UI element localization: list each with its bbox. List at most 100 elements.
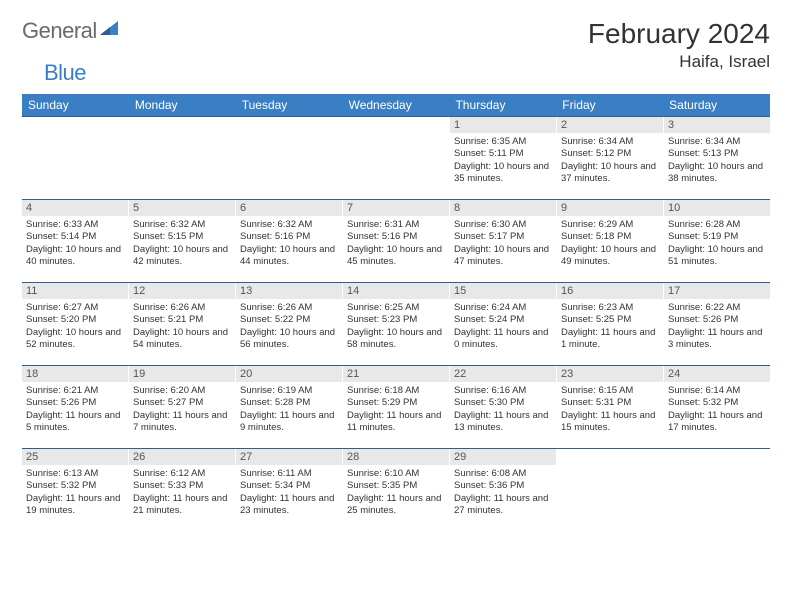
day-number: 26 (129, 449, 235, 465)
sunset-text: Sunset: 5:20 PM (26, 314, 124, 326)
sunset-text: Sunset: 5:27 PM (133, 397, 231, 409)
day-cell (22, 117, 129, 199)
day-number: 20 (236, 366, 342, 382)
sunset-text: Sunset: 5:18 PM (561, 231, 659, 243)
sunrise-text: Sunrise: 6:16 AM (454, 385, 552, 397)
day-body: Sunrise: 6:35 AMSunset: 5:11 PMDaylight:… (450, 133, 556, 188)
day-number: 24 (664, 366, 770, 382)
day-number: 28 (343, 449, 449, 465)
sunset-text: Sunset: 5:16 PM (240, 231, 338, 243)
sunrise-text: Sunrise: 6:31 AM (347, 219, 445, 231)
day-number: 2 (557, 117, 663, 133)
daylight-text: Daylight: 10 hours and 56 minutes. (240, 327, 338, 352)
sunset-text: Sunset: 5:31 PM (561, 397, 659, 409)
sunset-text: Sunset: 5:12 PM (561, 148, 659, 160)
day-number: 14 (343, 283, 449, 299)
day-number: 19 (129, 366, 235, 382)
daylight-text: Daylight: 10 hours and 40 minutes. (26, 244, 124, 269)
sunrise-text: Sunrise: 6:26 AM (133, 302, 231, 314)
day-body: Sunrise: 6:34 AMSunset: 5:13 PMDaylight:… (664, 133, 770, 188)
sunrise-text: Sunrise: 6:11 AM (240, 468, 338, 480)
sunset-text: Sunset: 5:17 PM (454, 231, 552, 243)
sunset-text: Sunset: 5:24 PM (454, 314, 552, 326)
day-body: Sunrise: 6:12 AMSunset: 5:33 PMDaylight:… (129, 465, 235, 520)
day-body: Sunrise: 6:20 AMSunset: 5:27 PMDaylight:… (129, 382, 235, 437)
sunset-text: Sunset: 5:29 PM (347, 397, 445, 409)
week-row: 11Sunrise: 6:27 AMSunset: 5:20 PMDayligh… (22, 282, 770, 365)
dow-row: SundayMondayTuesdayWednesdayThursdayFrid… (22, 94, 770, 116)
sunset-text: Sunset: 5:36 PM (454, 480, 552, 492)
daylight-text: Daylight: 10 hours and 42 minutes. (133, 244, 231, 269)
day-number (22, 117, 128, 121)
sunset-text: Sunset: 5:16 PM (347, 231, 445, 243)
day-cell: 3Sunrise: 6:34 AMSunset: 5:13 PMDaylight… (664, 117, 770, 199)
day-cell: 10Sunrise: 6:28 AMSunset: 5:19 PMDayligh… (664, 200, 770, 282)
day-cell: 15Sunrise: 6:24 AMSunset: 5:24 PMDayligh… (450, 283, 557, 365)
day-body: Sunrise: 6:15 AMSunset: 5:31 PMDaylight:… (557, 382, 663, 437)
daylight-text: Daylight: 11 hours and 5 minutes. (26, 410, 124, 435)
day-body: Sunrise: 6:30 AMSunset: 5:17 PMDaylight:… (450, 216, 556, 271)
logo-text-2: Blue (44, 60, 86, 85)
daylight-text: Daylight: 11 hours and 23 minutes. (240, 493, 338, 518)
sunset-text: Sunset: 5:35 PM (347, 480, 445, 492)
sunrise-text: Sunrise: 6:12 AM (133, 468, 231, 480)
sunrise-text: Sunrise: 6:24 AM (454, 302, 552, 314)
daylight-text: Daylight: 10 hours and 54 minutes. (133, 327, 231, 352)
dow-cell: Tuesday (236, 94, 343, 116)
day-number (129, 117, 235, 121)
day-body: Sunrise: 6:24 AMSunset: 5:24 PMDaylight:… (450, 299, 556, 354)
day-body: Sunrise: 6:25 AMSunset: 5:23 PMDaylight:… (343, 299, 449, 354)
dow-cell: Saturday (663, 94, 770, 116)
daylight-text: Daylight: 11 hours and 9 minutes. (240, 410, 338, 435)
sunrise-text: Sunrise: 6:18 AM (347, 385, 445, 397)
sunrise-text: Sunrise: 6:21 AM (26, 385, 124, 397)
dow-cell: Friday (556, 94, 663, 116)
sunrise-text: Sunrise: 6:34 AM (561, 136, 659, 148)
daylight-text: Daylight: 11 hours and 19 minutes. (26, 493, 124, 518)
day-cell: 18Sunrise: 6:21 AMSunset: 5:26 PMDayligh… (22, 366, 129, 448)
daylight-text: Daylight: 10 hours and 47 minutes. (454, 244, 552, 269)
day-cell: 6Sunrise: 6:32 AMSunset: 5:16 PMDaylight… (236, 200, 343, 282)
day-number: 18 (22, 366, 128, 382)
day-number: 12 (129, 283, 235, 299)
day-number: 13 (236, 283, 342, 299)
sunset-text: Sunset: 5:32 PM (668, 397, 766, 409)
day-number: 21 (343, 366, 449, 382)
day-body: Sunrise: 6:23 AMSunset: 5:25 PMDaylight:… (557, 299, 663, 354)
day-body: Sunrise: 6:22 AMSunset: 5:26 PMDaylight:… (664, 299, 770, 354)
day-number: 3 (664, 117, 770, 133)
day-number (557, 449, 663, 453)
day-cell: 14Sunrise: 6:25 AMSunset: 5:23 PMDayligh… (343, 283, 450, 365)
daylight-text: Daylight: 11 hours and 3 minutes. (668, 327, 766, 352)
day-body: Sunrise: 6:31 AMSunset: 5:16 PMDaylight:… (343, 216, 449, 271)
day-body: Sunrise: 6:27 AMSunset: 5:20 PMDaylight:… (22, 299, 128, 354)
sunrise-text: Sunrise: 6:22 AM (668, 302, 766, 314)
day-cell: 24Sunrise: 6:14 AMSunset: 5:32 PMDayligh… (664, 366, 770, 448)
sunset-text: Sunset: 5:23 PM (347, 314, 445, 326)
month-title: February 2024 (588, 18, 770, 50)
daylight-text: Daylight: 11 hours and 7 minutes. (133, 410, 231, 435)
sunrise-text: Sunrise: 6:33 AM (26, 219, 124, 231)
day-body: Sunrise: 6:21 AMSunset: 5:26 PMDaylight:… (22, 382, 128, 437)
daylight-text: Daylight: 11 hours and 27 minutes. (454, 493, 552, 518)
day-cell: 28Sunrise: 6:10 AMSunset: 5:35 PMDayligh… (343, 449, 450, 531)
daylight-text: Daylight: 11 hours and 11 minutes. (347, 410, 445, 435)
day-cell: 22Sunrise: 6:16 AMSunset: 5:30 PMDayligh… (450, 366, 557, 448)
day-cell (664, 449, 770, 531)
daylight-text: Daylight: 10 hours and 38 minutes. (668, 161, 766, 186)
daylight-text: Daylight: 11 hours and 21 minutes. (133, 493, 231, 518)
day-cell: 8Sunrise: 6:30 AMSunset: 5:17 PMDaylight… (450, 200, 557, 282)
day-cell: 4Sunrise: 6:33 AMSunset: 5:14 PMDaylight… (22, 200, 129, 282)
sunrise-text: Sunrise: 6:29 AM (561, 219, 659, 231)
sunset-text: Sunset: 5:15 PM (133, 231, 231, 243)
sunset-text: Sunset: 5:33 PM (133, 480, 231, 492)
day-number: 6 (236, 200, 342, 216)
day-cell: 12Sunrise: 6:26 AMSunset: 5:21 PMDayligh… (129, 283, 236, 365)
sunrise-text: Sunrise: 6:10 AM (347, 468, 445, 480)
daylight-text: Daylight: 11 hours and 1 minute. (561, 327, 659, 352)
day-number: 17 (664, 283, 770, 299)
sunrise-text: Sunrise: 6:23 AM (561, 302, 659, 314)
day-body: Sunrise: 6:10 AMSunset: 5:35 PMDaylight:… (343, 465, 449, 520)
sunrise-text: Sunrise: 6:30 AM (454, 219, 552, 231)
day-cell: 29Sunrise: 6:08 AMSunset: 5:36 PMDayligh… (450, 449, 557, 531)
